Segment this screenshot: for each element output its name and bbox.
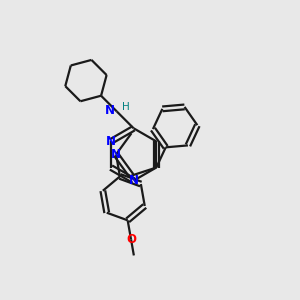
Text: N: N — [129, 174, 139, 187]
Text: O: O — [126, 233, 136, 246]
Text: N: N — [105, 104, 116, 117]
Text: H: H — [122, 102, 130, 112]
Text: N: N — [111, 148, 121, 161]
Text: N: N — [106, 135, 116, 148]
